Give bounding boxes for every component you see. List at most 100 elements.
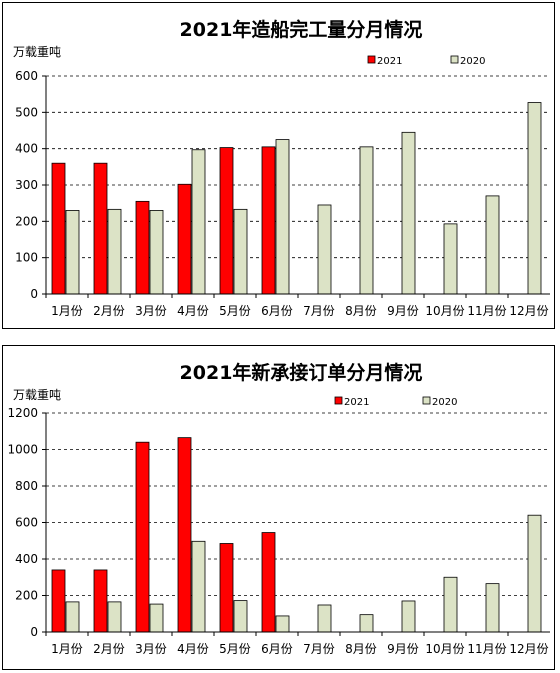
y-tick-label: 400 — [15, 552, 38, 566]
y-tick-label: 200 — [15, 214, 38, 228]
chart-title: 2021年造船完工量分月情况 — [180, 18, 423, 41]
x-tick-label: 3月份 — [135, 642, 167, 656]
y-axis-unit-label: 万载重吨 — [13, 388, 61, 402]
y-tick-label: 200 — [15, 589, 38, 603]
bar-2020 — [233, 600, 248, 633]
bar-2020 — [149, 210, 164, 295]
x-tick-label: 5月份 — [219, 304, 251, 318]
chart-panel-new-orders: 2021年新承接订单分月情况 万载重吨 2021 2020 0 200 400 600… — [2, 345, 555, 670]
bar-2020 — [107, 208, 122, 295]
x-tick-label: 3月份 — [135, 304, 167, 318]
y-tick-label: 0 — [30, 625, 38, 639]
completions-chart: 2021年造船完工量分月情况 万载重吨 2021 2020 0 100 200 300… — [13, 18, 550, 318]
bar-2020 — [317, 604, 332, 633]
bar-2020 — [275, 615, 290, 633]
bar-2021 — [135, 200, 150, 295]
y-tick-label: 100 — [15, 251, 38, 265]
legend-label-2021: 2021 — [344, 397, 369, 408]
y-tick-label: 300 — [15, 178, 38, 192]
y-tick-labels: 0 200 400 600 800 1000 1200 — [7, 406, 38, 639]
y-tick-label: 500 — [15, 105, 38, 119]
bar-2020 — [443, 576, 458, 633]
legend-swatch-2021 — [367, 55, 376, 64]
bar-2021 — [51, 569, 66, 633]
x-tick-label: 10月份 — [425, 642, 464, 656]
bar-2021 — [261, 146, 276, 295]
x-tick-label: 9月份 — [387, 642, 419, 656]
x-tick-label: 6月份 — [261, 642, 293, 656]
bar-2021 — [219, 147, 234, 295]
bar-2020 — [107, 601, 122, 633]
x-tick-label: 5月份 — [219, 642, 251, 656]
bar-2020 — [443, 223, 458, 295]
bar-2020 — [401, 600, 416, 633]
x-tick-label: 8月份 — [345, 642, 377, 656]
x-tick-labels: 1月份 2月份 3月份 4月份 5月份 6月份 7月份 8月份 9月份 10月份 11月份 12月份 — [45, 632, 549, 656]
bar-2020 — [149, 603, 164, 633]
y-tick-label: 1200 — [7, 406, 38, 420]
x-tick-label: 11月份 — [467, 642, 506, 656]
bar-2020 — [401, 131, 416, 295]
x-tick-label: 8月份 — [345, 304, 377, 318]
bar-2020 — [275, 139, 290, 295]
bar-2020 — [359, 146, 374, 295]
bar-2021 — [93, 569, 108, 633]
x-tick-label: 9月份 — [387, 304, 419, 318]
x-tick-label: 2月份 — [93, 642, 125, 656]
gridlines — [42, 412, 550, 633]
new-orders-chart: 2021年新承接订单分月情况 万载重吨 2021 2020 0 200 400 600… — [7, 361, 550, 656]
y-tick-label: 1000 — [7, 443, 38, 457]
y-tick-label: 600 — [15, 516, 38, 530]
x-tick-labels: 1月份 2月份 3月份 4月份 5月份 6月份 7月份 8月份 9月份 10月份 11月份 12月份 — [45, 294, 549, 318]
bar-2021 — [177, 183, 192, 295]
x-tick-label: 12月份 — [509, 642, 548, 656]
x-tick-label: 6月份 — [261, 304, 293, 318]
legend-swatch-2020 — [422, 396, 431, 405]
x-tick-label: 11月份 — [467, 304, 506, 318]
bars — [51, 437, 542, 633]
bar-2020 — [65, 601, 80, 633]
x-tick-label: 4月份 — [177, 642, 209, 656]
legend-swatch-2020 — [450, 55, 459, 64]
y-tick-label: 0 — [30, 287, 38, 301]
bar-2020 — [485, 195, 500, 295]
bar-2021 — [219, 543, 234, 633]
chart-panel-completions: 2021年造船完工量分月情况 万载重吨 2021 2020 0 100 200 300… — [2, 2, 555, 329]
bar-2020 — [359, 614, 374, 633]
x-tick-label: 7月份 — [303, 642, 335, 656]
bar-2021 — [177, 437, 192, 633]
bar-2020 — [317, 204, 332, 295]
x-tick-label: 2月份 — [93, 304, 125, 318]
bar-2021 — [261, 532, 276, 633]
x-tick-label: 4月份 — [177, 304, 209, 318]
y-tick-label: 600 — [15, 69, 38, 83]
y-axis-unit-label: 万载重吨 — [13, 45, 61, 59]
chart-title: 2021年新承接订单分月情况 — [180, 361, 423, 384]
gridlines — [42, 75, 550, 295]
bar-2021 — [93, 162, 108, 295]
x-tick-label: 1月份 — [51, 642, 83, 656]
bar-2020 — [191, 149, 206, 295]
bars — [51, 102, 542, 295]
x-tick-label: 7月份 — [303, 304, 335, 318]
legend-swatch-2021 — [334, 396, 343, 405]
bar-2020 — [233, 208, 248, 295]
legend: 2021 2020 — [367, 55, 485, 67]
legend-label-2020: 2020 — [460, 56, 485, 67]
bar-2021 — [51, 162, 66, 295]
bar-2021 — [135, 441, 150, 633]
y-tick-label: 800 — [15, 479, 38, 493]
x-tick-label: 12月份 — [509, 304, 548, 318]
bar-2020 — [527, 102, 542, 295]
bar-2020 — [65, 210, 80, 295]
legend-label-2021: 2021 — [377, 56, 402, 67]
bar-2020 — [527, 514, 542, 633]
y-tick-labels: 0 100 200 300 400 500 600 — [15, 69, 38, 301]
bar-2020 — [191, 540, 206, 633]
y-tick-label: 400 — [15, 142, 38, 156]
x-tick-label: 10月份 — [425, 304, 464, 318]
legend-label-2020: 2020 — [432, 397, 457, 408]
bar-2020 — [485, 583, 500, 633]
x-tick-label: 1月份 — [51, 304, 83, 318]
legend: 2021 2020 — [334, 396, 457, 408]
